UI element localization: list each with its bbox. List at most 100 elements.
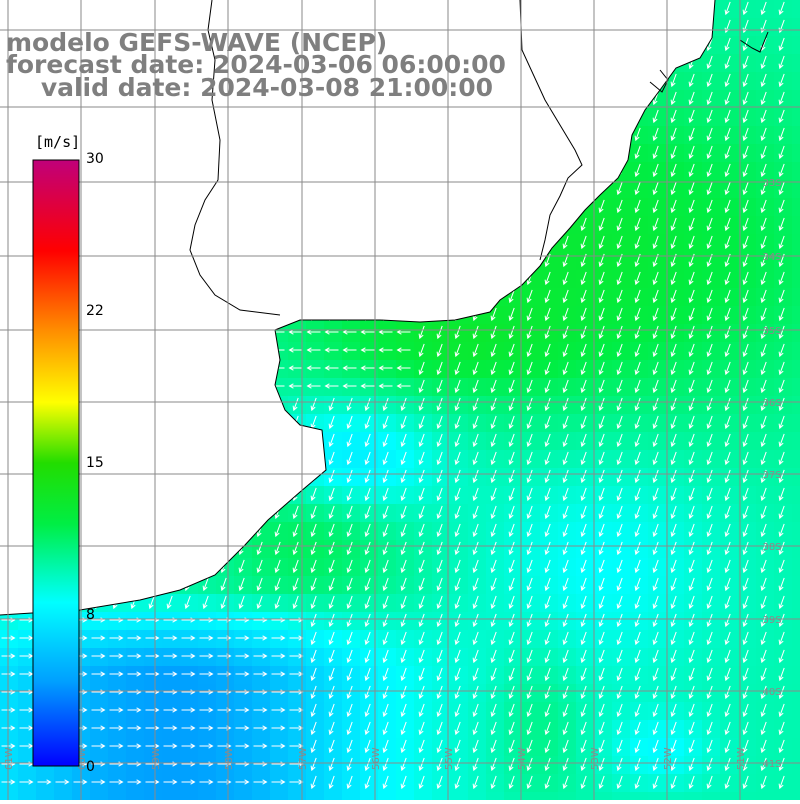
wind-arrow (670, 667, 677, 682)
wind-arrow (306, 329, 321, 335)
wind-arrow (382, 721, 389, 736)
wind-arrow (490, 703, 497, 718)
wind-arrow (706, 469, 713, 484)
wind-arrow (418, 685, 425, 700)
wind-arrow (742, 613, 749, 628)
wind-arrow (724, 595, 731, 610)
wind-arrow (778, 73, 785, 88)
wind-arrow (778, 109, 785, 124)
wind-arrow (310, 775, 317, 790)
wind-arrow (688, 541, 695, 556)
wind-arrow (436, 415, 443, 430)
wind-arrow (634, 415, 641, 430)
wind-arrow (454, 487, 461, 502)
wind-arrow (742, 217, 749, 232)
wind-arrow (382, 577, 389, 592)
wind-arrow (652, 343, 659, 358)
wind-arrow (454, 415, 461, 430)
wind-arrow (616, 217, 623, 232)
wind-arrow (324, 383, 339, 389)
wind-arrow (544, 685, 551, 700)
colorbar-tick-8: 8 (86, 607, 95, 623)
wind-arrow (400, 631, 407, 646)
wind-arrow (544, 703, 551, 718)
wind-arrow (342, 383, 357, 389)
lagoon-shore (649, 31, 769, 93)
wind-arrow (253, 725, 268, 731)
wind-arrow (634, 559, 641, 574)
wind-arrow (328, 739, 335, 754)
wind-arrow (760, 703, 767, 718)
wind-arrow (127, 635, 142, 641)
wind-arrow (688, 757, 695, 772)
wind-arrow (454, 379, 461, 394)
wind-arrow (73, 779, 88, 785)
wind-arrow (292, 595, 299, 610)
wind-arrow (382, 649, 389, 664)
wind-arrow (346, 505, 353, 520)
wind-arrow (346, 415, 353, 430)
wind-arrow (310, 613, 317, 628)
wind-arrow (508, 685, 515, 700)
wind-arrow (127, 779, 142, 785)
wind-arrow (508, 559, 515, 574)
wind-arrow (544, 361, 551, 376)
wind-arrow (127, 743, 142, 749)
wind-arrow (688, 127, 695, 142)
wind-arrow (742, 649, 749, 664)
wind-arrow (616, 181, 623, 196)
wind-arrow (324, 347, 339, 353)
wind-arrow (181, 743, 196, 749)
wind-arrow (598, 397, 605, 412)
wind-arrow (724, 613, 731, 628)
wind-arrow (670, 397, 677, 412)
wind-arrow (199, 635, 214, 641)
wind-arrow (454, 775, 461, 790)
wind-arrow (742, 757, 749, 772)
wind-arrow (670, 577, 677, 592)
wind-arrow (396, 347, 411, 353)
wind-arrow (580, 271, 587, 286)
wind-arrow (634, 613, 641, 628)
wind-arrow (306, 365, 321, 371)
wind-arrow (580, 433, 587, 448)
wind-arrow (55, 779, 70, 785)
wind-arrow (364, 721, 371, 736)
wind-arrow (580, 541, 587, 556)
wind-arrow (400, 487, 407, 502)
wind-arrow (760, 739, 767, 754)
wind-arrow (652, 595, 659, 610)
wind-arrow (382, 505, 389, 520)
wind-arrow (760, 343, 767, 358)
wind-arrow (364, 451, 371, 466)
wind-arrow (328, 667, 335, 682)
wind-arrow (145, 635, 160, 641)
wind-arrow (562, 685, 569, 700)
wind-arrow (634, 271, 641, 286)
wind-arrow (544, 667, 551, 682)
wind-arrow (562, 757, 569, 772)
wind-arrow (724, 559, 731, 574)
wind-arrow (436, 361, 443, 376)
wind-arrow (454, 595, 461, 610)
colorbar-tick-0: 0 (86, 759, 95, 775)
wind-arrow (253, 779, 268, 785)
wind-arrow (598, 361, 605, 376)
wind-arrow (382, 667, 389, 682)
wind-arrow (346, 577, 353, 592)
wind-arrow (706, 343, 713, 358)
wind-arrow (508, 289, 515, 304)
wind-arrow (634, 523, 641, 538)
wind-arrow (598, 595, 605, 610)
wind-arrow (454, 433, 461, 448)
wind-arrow (760, 721, 767, 736)
wind-arrow (616, 487, 623, 502)
wind-arrow (688, 451, 695, 466)
wind-arrow (454, 559, 461, 574)
wind-arrow (634, 577, 641, 592)
wind-arrow (328, 775, 335, 790)
wind-arrow (436, 631, 443, 646)
wind-arrow (778, 145, 785, 160)
wind-arrow (724, 73, 731, 88)
wind-arrow (235, 635, 250, 641)
